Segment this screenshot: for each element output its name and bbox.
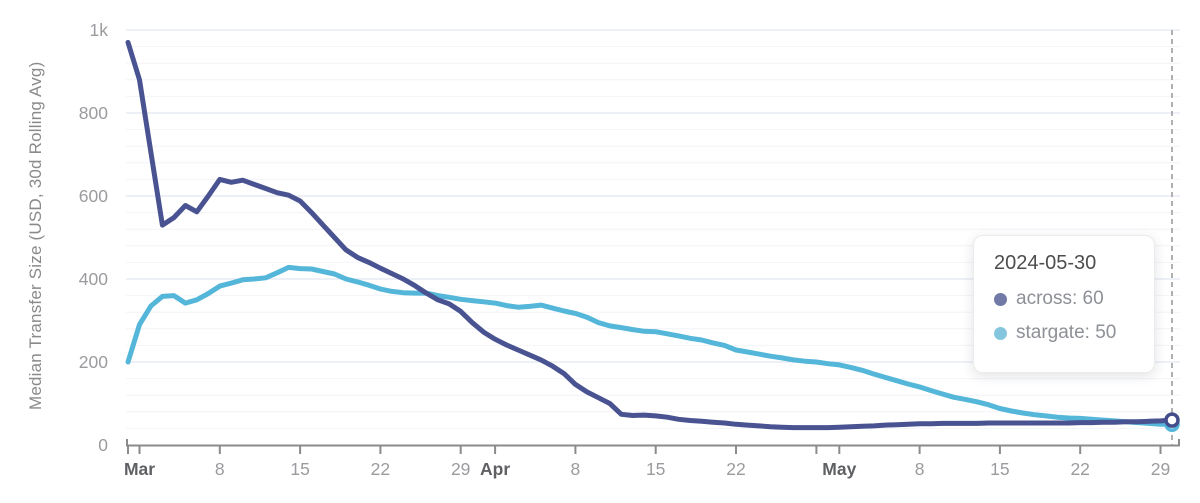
x-tick-label: Apr xyxy=(480,459,510,479)
x-tick-label: 29 xyxy=(451,459,470,479)
series-line-stargate[interactable] xyxy=(125,264,1175,427)
x-tick-label: 22 xyxy=(1070,459,1089,479)
x-tick-label: 15 xyxy=(646,459,665,479)
y-tick-label: 1k xyxy=(90,20,109,40)
y-tick-label: 600 xyxy=(79,186,108,206)
across-series-dot-icon xyxy=(994,292,1007,306)
y-tick-label: 400 xyxy=(79,269,108,289)
x-tick-label: 22 xyxy=(726,459,745,479)
tooltip-across-value: across: 60 xyxy=(1016,288,1104,309)
x-tick-label: 15 xyxy=(290,459,309,479)
x-tick-label: 29 xyxy=(1151,459,1170,479)
tooltip-date: 2024-05-30 xyxy=(994,252,1097,274)
tooltip-row-stargate: stargate: 50 xyxy=(994,322,1136,344)
y-tick-label: 200 xyxy=(79,352,108,372)
y-tick-label: 0 xyxy=(98,435,108,455)
stargate-series-dot-icon xyxy=(994,326,1007,340)
x-tick-label: May xyxy=(822,459,856,479)
x-tick-label: Mar xyxy=(124,459,155,479)
x-tick-label: 8 xyxy=(215,459,225,479)
x-tick-label: 8 xyxy=(915,459,925,479)
y-tick-label: 800 xyxy=(79,103,108,123)
tooltip-stargate-value: stargate: 50 xyxy=(1016,322,1117,343)
series-line-across[interactable] xyxy=(125,39,1175,431)
cursor-marker-across xyxy=(1164,412,1180,428)
tooltip: 2024-05-30 across: 60 stargate: 50 xyxy=(973,235,1155,373)
x-tick-label: 22 xyxy=(371,459,390,479)
tooltip-row-across: across: 60 xyxy=(994,288,1136,310)
x-tick-label: 8 xyxy=(571,459,581,479)
x-tick-label: 15 xyxy=(990,459,1009,479)
y-axis-title: Median Transfer Size (USD, 30d Rolling A… xyxy=(26,61,45,411)
